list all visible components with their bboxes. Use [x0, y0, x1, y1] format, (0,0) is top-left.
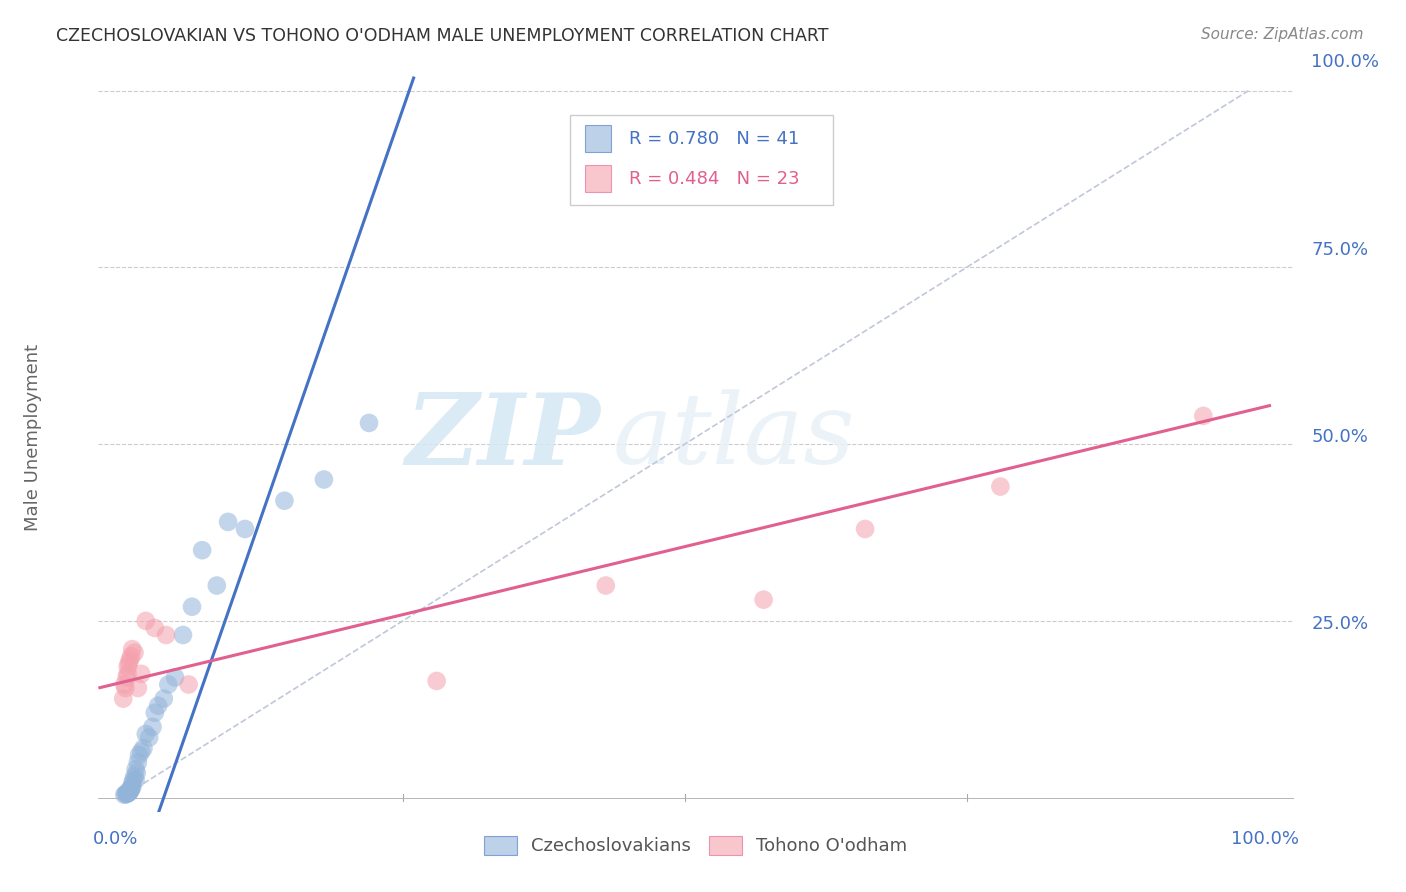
Point [217, 515, 239, 529]
Point [121, 642, 143, 657]
Point [118, 786, 141, 800]
Text: 25.0%: 25.0% [1312, 615, 1368, 633]
Point [118, 653, 141, 667]
Text: 50.0%: 50.0% [1312, 428, 1368, 446]
Point [148, 698, 170, 713]
Text: Male Unemployment: Male Unemployment [24, 343, 42, 531]
Point [141, 720, 163, 734]
Point [752, 592, 775, 607]
Text: 0.0%: 0.0% [93, 830, 138, 848]
Point [135, 727, 157, 741]
Point [233, 522, 256, 536]
Point [118, 783, 141, 797]
Point [165, 670, 187, 684]
Point [120, 781, 142, 796]
Point [1192, 409, 1215, 423]
FancyBboxPatch shape [571, 115, 834, 205]
Point [157, 677, 180, 691]
Point [127, 681, 149, 695]
Point [595, 578, 617, 592]
Text: R = 0.780   N = 41: R = 0.780 N = 41 [628, 130, 799, 148]
Point [117, 786, 139, 800]
Text: atlas: atlas [613, 390, 855, 484]
Point [115, 787, 138, 801]
Point [124, 769, 146, 783]
Point [112, 788, 135, 802]
Text: Source: ZipAtlas.com: Source: ZipAtlas.com [1201, 27, 1364, 42]
Point [117, 660, 139, 674]
Point [115, 786, 138, 800]
Point [128, 748, 150, 763]
Point [114, 681, 136, 695]
Text: R = 0.484   N = 23: R = 0.484 N = 23 [628, 169, 800, 187]
Text: ZIP: ZIP [405, 389, 600, 485]
Point [135, 614, 157, 628]
Point [122, 772, 145, 787]
Text: 75.0%: 75.0% [1312, 241, 1368, 259]
Point [426, 673, 449, 688]
Point [112, 691, 135, 706]
Point [129, 666, 152, 681]
Point [124, 772, 146, 787]
Point [114, 787, 136, 801]
Point [155, 628, 177, 642]
Point [121, 780, 143, 794]
Point [191, 543, 214, 558]
Point [177, 677, 200, 691]
Point [125, 765, 148, 780]
Point [990, 479, 1012, 493]
Point [112, 677, 135, 691]
Point [118, 784, 141, 798]
Point [118, 657, 141, 671]
Text: 100.0%: 100.0% [1232, 830, 1299, 848]
Point [129, 745, 152, 759]
Point [120, 649, 142, 664]
Point [120, 782, 142, 797]
Point [124, 762, 146, 776]
Point [118, 782, 141, 797]
Point [312, 473, 335, 487]
FancyBboxPatch shape [585, 165, 612, 192]
Point [124, 646, 146, 660]
Legend: Czechoslovakians, Tohono O'odham: Czechoslovakians, Tohono O'odham [477, 829, 915, 863]
Point [273, 493, 295, 508]
Point [181, 599, 204, 614]
Point [132, 741, 155, 756]
Point [205, 578, 228, 592]
Point [117, 666, 139, 681]
Point [117, 786, 139, 800]
Point [118, 785, 141, 799]
Point [143, 621, 166, 635]
Point [153, 691, 176, 706]
FancyBboxPatch shape [585, 126, 612, 153]
Point [853, 522, 876, 536]
Point [143, 706, 166, 720]
Point [115, 670, 138, 684]
Text: 100.0%: 100.0% [1312, 54, 1379, 71]
Point [357, 416, 380, 430]
Point [138, 731, 160, 745]
Text: CZECHOSLOVAKIAN VS TOHONO O'ODHAM MALE UNEMPLOYMENT CORRELATION CHART: CZECHOSLOVAKIAN VS TOHONO O'ODHAM MALE U… [56, 27, 828, 45]
Point [121, 776, 143, 790]
Point [172, 628, 194, 642]
Point [127, 756, 149, 770]
